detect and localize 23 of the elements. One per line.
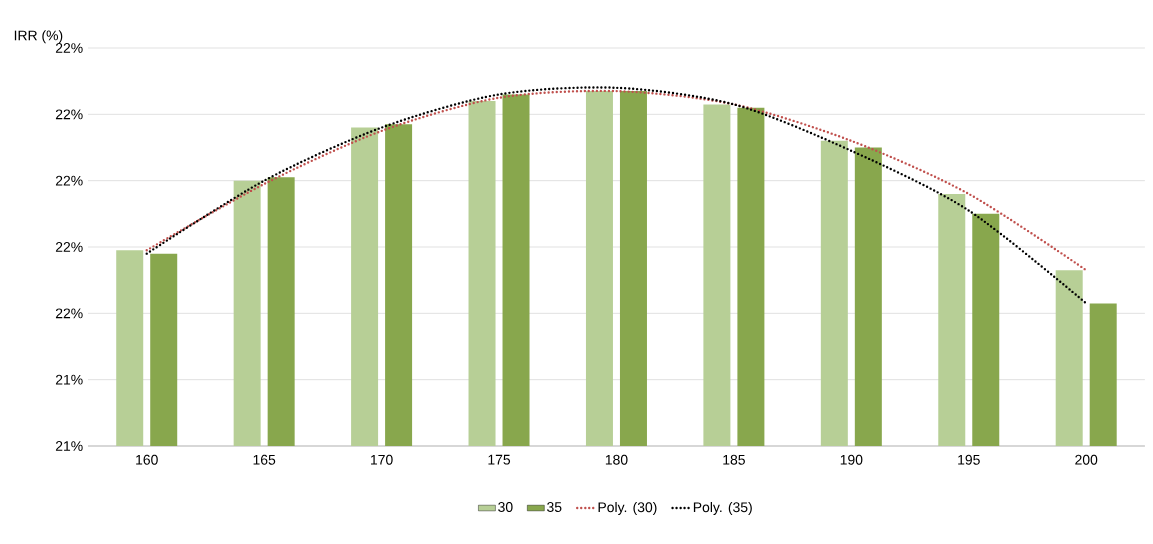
x-tick-label: 165 xyxy=(253,454,276,465)
y-tick-label: 21% xyxy=(55,441,83,451)
legend-label: 30 xyxy=(498,502,513,512)
y-axis-title: IRR (%) xyxy=(14,30,63,44)
x-tick-label: 190 xyxy=(840,454,863,465)
x-tick-label: 180 xyxy=(605,454,628,465)
y-tick-label: 22% xyxy=(55,175,83,186)
line-series xyxy=(145,86,1088,305)
legend-label: Poly. (30) xyxy=(598,501,657,515)
x-tick-label: 175 xyxy=(488,454,511,465)
y-tick-label: 21% xyxy=(55,374,83,385)
x-tick-label: 170 xyxy=(371,454,393,465)
line-series xyxy=(145,89,1088,272)
y-tick-label: 22% xyxy=(55,308,83,319)
y-tick-label: 22% xyxy=(55,109,83,120)
x-tick-label: 185 xyxy=(723,454,745,465)
y-tick-label: 22% xyxy=(55,242,83,252)
x-tick-label: 200 xyxy=(1075,454,1098,465)
legend-label: 35 xyxy=(547,502,562,512)
y-tick-label: 22% xyxy=(55,43,83,53)
x-tick-label: 160 xyxy=(136,454,158,465)
x-tick-label: 195 xyxy=(958,454,980,465)
legend-label: Poly. (35) xyxy=(693,501,752,515)
